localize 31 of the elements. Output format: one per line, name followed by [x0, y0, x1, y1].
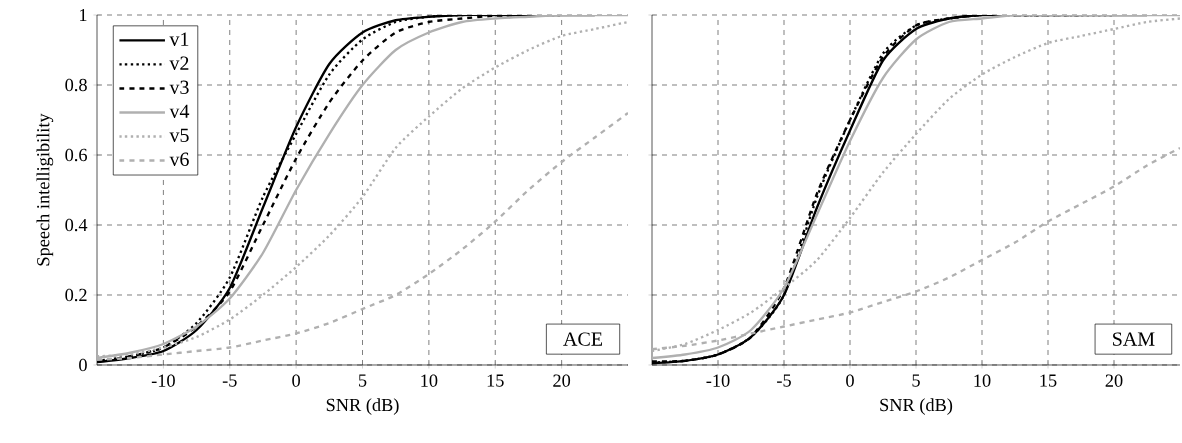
x-tick-label: 0	[846, 374, 854, 387]
legend-label: v3	[169, 80, 189, 95]
y-tick-label: 0.4	[65, 218, 88, 232]
x-axis-title: SNR (dB)	[880, 398, 953, 415]
x-tick-label: 10	[421, 374, 438, 387]
legend-label: v2	[169, 56, 189, 70]
x-tick-label: 5	[358, 374, 367, 387]
x-tick-label: -10	[151, 374, 175, 387]
y-tick-label: 0	[79, 358, 87, 372]
legend-label: v4	[169, 104, 190, 119]
y-tick-label: 1	[80, 8, 87, 22]
x-tick-label: 10	[974, 374, 991, 387]
legend-label: v6	[169, 152, 189, 167]
annotation: ACE	[563, 332, 603, 346]
x-tick-label: -10	[706, 374, 730, 387]
x-tick-label: 15	[487, 374, 504, 387]
x-tick-label: -5	[222, 374, 237, 387]
y-axis-title: Speech intelligibility	[36, 113, 54, 266]
x-tick-label: 0	[292, 374, 301, 387]
legend-label: v5	[169, 128, 189, 142]
y-tick-label: 0.6	[65, 148, 88, 162]
x-tick-label: 15	[1040, 374, 1057, 387]
x-tick-label: -5	[777, 374, 791, 387]
x-tick-label: 20	[1105, 374, 1123, 387]
annotation: SAM	[1113, 332, 1155, 346]
y-tick-label: 0.2	[65, 288, 87, 302]
x-tick-label: 5	[912, 374, 920, 387]
y-tick-label: 0.8	[65, 78, 87, 92]
x-axis-title: SNR (dB)	[326, 398, 399, 415]
x-tick-label: 20	[553, 374, 571, 387]
legend-label: v1	[169, 32, 189, 46]
